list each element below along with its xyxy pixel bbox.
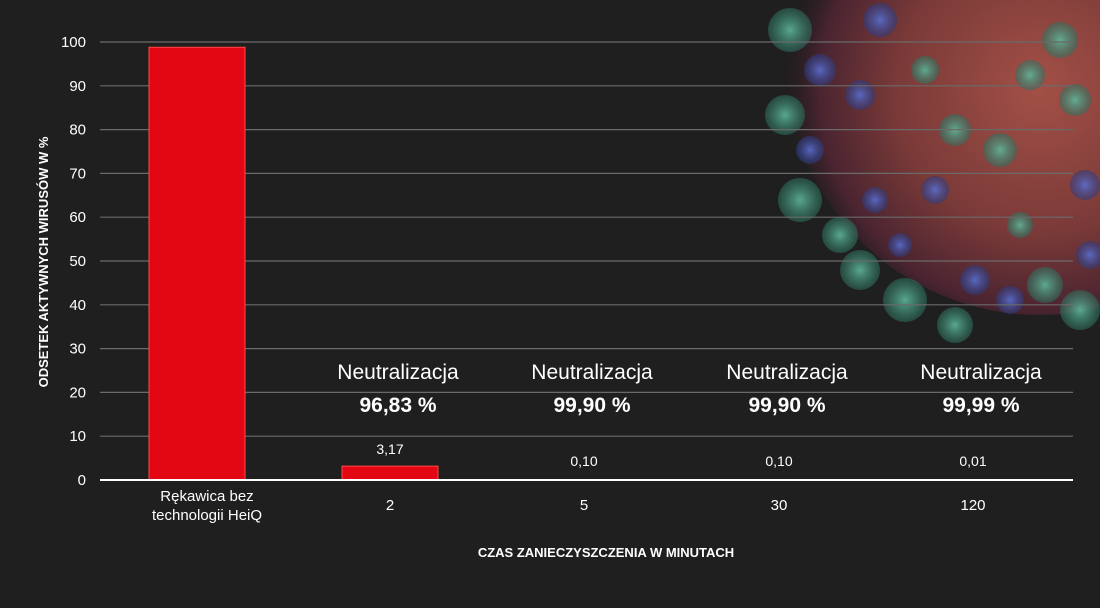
y-axis-tick-labels: 0 10 20 30 40 50 60 70 80 90 100 — [61, 34, 86, 489]
bar — [148, 46, 246, 481]
y-tick-label: 40 — [69, 297, 86, 314]
bar — [341, 465, 439, 481]
y-tick-label: 50 — [69, 253, 86, 270]
bar-value-label: 0,10 — [765, 453, 792, 469]
y-tick-label: 0 — [78, 472, 86, 489]
neutralization-label: Neutralizacja — [726, 361, 848, 384]
neutralization-label: Neutralizacja — [337, 361, 459, 384]
y-tick-label: 60 — [69, 209, 86, 226]
neutralization-value: 99,99 % — [942, 394, 1019, 417]
y-axis-title: ODSETEK AKTYWNYCH WIRUSÓW W % — [36, 136, 51, 387]
neutralization-value: 99,90 % — [553, 394, 630, 417]
bar-value-label: 3,17 — [376, 441, 403, 457]
neutralization-value: 99,90 % — [748, 394, 825, 417]
y-tick-label: 70 — [69, 165, 86, 182]
x-axis-title: CZAS ZANIECZYSZCZENIA W MINUTACH — [478, 545, 734, 560]
neutralization-annotations: Neutralizacja 96,83 % Neutralizacja 99,90 %… — [337, 361, 1042, 417]
value-labels: 3,17 0,10 0,10 0,01 — [376, 441, 986, 469]
x-category-label: 120 — [960, 497, 985, 514]
neutralization-value: 96,83 % — [359, 394, 436, 417]
x-axis-category-labels: Rękawica bez technologii HeiQ 2 5 30 120 — [152, 488, 986, 524]
virus-spikes — [765, 3, 1100, 343]
x-category-label: 30 — [771, 497, 788, 514]
y-tick-label: 100 — [61, 34, 86, 51]
neutralization-label: Neutralizacja — [920, 361, 1042, 384]
x-category-label: Rękawica bez technologii HeiQ — [152, 488, 262, 524]
y-tick-label: 20 — [69, 384, 86, 401]
bar-value-label: 0,10 — [570, 453, 597, 469]
bars — [148, 46, 1022, 481]
x-category-label: 5 — [580, 497, 588, 514]
neutralization-label: Neutralizacja — [531, 361, 653, 384]
y-tick-label: 10 — [69, 428, 86, 445]
y-tick-label: 30 — [69, 341, 86, 358]
y-tick-label: 90 — [69, 78, 86, 95]
y-tick-label: 80 — [69, 122, 86, 139]
grid-lines — [100, 41, 1073, 437]
x-category-label: 2 — [386, 497, 394, 514]
bar-value-label: 0,01 — [959, 453, 986, 469]
